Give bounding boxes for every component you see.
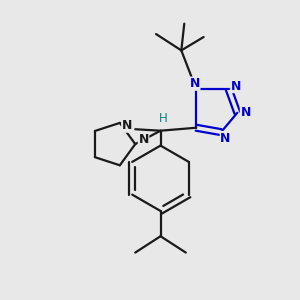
Text: H: H bbox=[159, 112, 168, 125]
Text: N: N bbox=[190, 77, 200, 90]
Text: N: N bbox=[231, 80, 241, 93]
Text: N: N bbox=[220, 132, 231, 145]
Text: N: N bbox=[122, 119, 132, 132]
Text: N: N bbox=[240, 106, 251, 119]
Text: N: N bbox=[138, 133, 149, 146]
